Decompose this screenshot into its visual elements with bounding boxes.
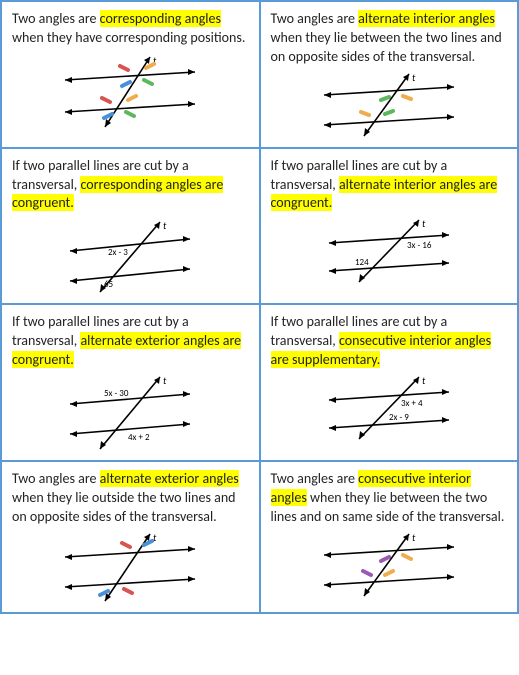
text-block: Two angles are alternate interior angles… (271, 10, 508, 67)
diagram-corresponding: t (50, 52, 210, 132)
text-post: when they lie outside the two lines and … (12, 489, 236, 525)
text-block: If two parallel lines are cut by a trans… (271, 313, 508, 370)
text-block: If two parallel lines are cut by a trans… (12, 157, 249, 214)
expr-label: 4x + 2 (128, 432, 150, 443)
text-block: Two angles are consecutive interior angl… (271, 470, 508, 527)
angle-reference-grid: Two angles are corresponding angles when… (0, 0, 519, 614)
expr-label: 2x - 9 (389, 412, 409, 423)
text-post: when they have corresponding positions. (12, 29, 245, 46)
t-label: t (412, 71, 416, 84)
diagram-alt-interior-expr: t 3x - 16 124 (309, 217, 469, 287)
text-highlight: alternate exterior angles (100, 470, 239, 487)
text-block: If two parallel lines are cut by a trans… (271, 157, 508, 214)
text-post: when they lie between the two lines and … (271, 29, 502, 65)
text-pre: Two angles are (271, 470, 359, 487)
cell-alt-exterior-def: Two angles are alternate exterior angles… (1, 461, 260, 613)
diagram-consecutive-interior-expr: t 3x + 4 2x - 9 (309, 374, 469, 444)
text-block: Two angles are corresponding angles when… (12, 10, 249, 48)
cell-corresponding-def: Two angles are corresponding angles when… (1, 1, 260, 148)
t-label: t (163, 219, 167, 232)
expr-label: 2x - 3 (108, 247, 128, 258)
t-label: t (422, 374, 426, 387)
expr-label: 3x - 16 (407, 240, 432, 251)
expr-label: 5x - 30 (104, 388, 129, 399)
t-label: t (163, 374, 167, 387)
diagram-corresponding-expr: t 2x - 3 65 (50, 217, 210, 297)
text-block: If two parallel lines are cut by a trans… (12, 313, 249, 370)
text-pre: Two angles are (12, 470, 100, 487)
cell-alt-exterior-congruent: If two parallel lines are cut by a trans… (1, 304, 260, 461)
text-highlight: alternate interior angles (358, 10, 495, 27)
cell-alt-interior-congruent: If two parallel lines are cut by a trans… (260, 148, 519, 305)
expr-label: 124 (355, 257, 369, 268)
cell-consecutive-interior-supp: If two parallel lines are cut by a trans… (260, 304, 519, 461)
cell-consecutive-interior-def: Two angles are consecutive interior angl… (260, 461, 519, 613)
cell-alt-interior-def: Two angles are alternate interior angles… (260, 1, 519, 148)
diagram-alt-exterior: t (50, 531, 210, 606)
text-pre: Two angles are (271, 10, 359, 27)
diagram-alt-exterior-expr: t 5x - 30 4x + 2 (50, 374, 210, 454)
expr-label: 65 (104, 279, 114, 290)
expr-label: 3x + 4 (401, 398, 423, 409)
text-block: Two angles are alternate exterior angles… (12, 470, 249, 527)
cell-corresponding-congruent: If two parallel lines are cut by a trans… (1, 148, 260, 305)
text-pre: Two angles are (12, 10, 100, 27)
diagram-consecutive-interior: t (309, 531, 469, 601)
diagram-alt-interior: t (309, 71, 469, 141)
t-label: t (422, 217, 426, 230)
text-highlight: corresponding angles (100, 10, 221, 27)
t-label: t (412, 531, 416, 544)
